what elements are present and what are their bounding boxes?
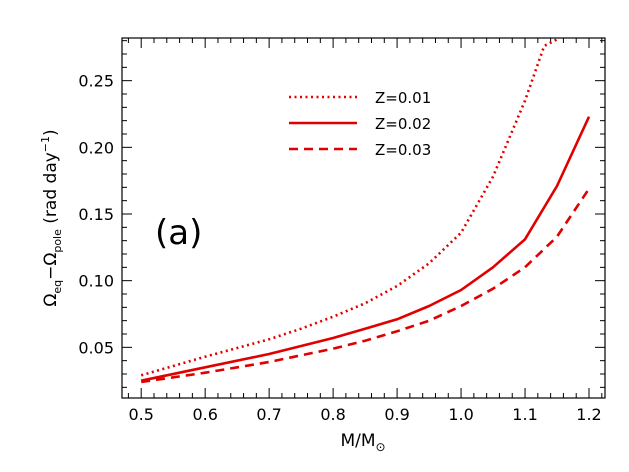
x-tick-label: 0.5 — [128, 405, 153, 424]
y-tick-label: 0.25 — [78, 72, 114, 91]
y-tick-label: 0.05 — [78, 338, 114, 357]
x-tick-label: 1.0 — [448, 405, 473, 424]
x-axis-label: M/M⊙ — [340, 431, 385, 454]
x-tick-label: 0.6 — [192, 405, 217, 424]
x-tick-label: 0.8 — [320, 405, 345, 424]
plot-frame — [121, 37, 606, 399]
tick-labels: 0.5 0.6 0.7 0.8 0.9 1.0 1.1 1.2 0.05 0.10 0.15 0.20… — [78, 72, 601, 424]
x-tick-label: 0.9 — [384, 405, 409, 424]
legend-label: Z=0.01 — [375, 89, 431, 107]
y-tick-label: 0.20 — [78, 138, 114, 157]
legend-label: Z=0.03 — [375, 141, 431, 159]
series-lines — [140, 38, 591, 384]
y-tick-label: 0.15 — [78, 205, 114, 224]
axis-ticks — [122, 38, 605, 398]
legend: Z=0.01 Z=0.02 Z=0.03 — [289, 89, 431, 159]
panel-label: (a) — [155, 213, 202, 253]
series-line-dashed — [141, 187, 591, 384]
x-tick-label: 1.1 — [512, 405, 537, 424]
x-tick-label: 0.7 — [256, 405, 281, 424]
legend-label: Z=0.02 — [375, 115, 431, 133]
series-line-solid — [140, 116, 591, 382]
x-tick-label: 1.2 — [576, 405, 601, 424]
series-line-dotted — [140, 38, 558, 377]
y-axis-label: Ωeq−Ωpole (rad day−1) — [39, 129, 64, 306]
y-tick-label: 0.10 — [78, 272, 114, 291]
